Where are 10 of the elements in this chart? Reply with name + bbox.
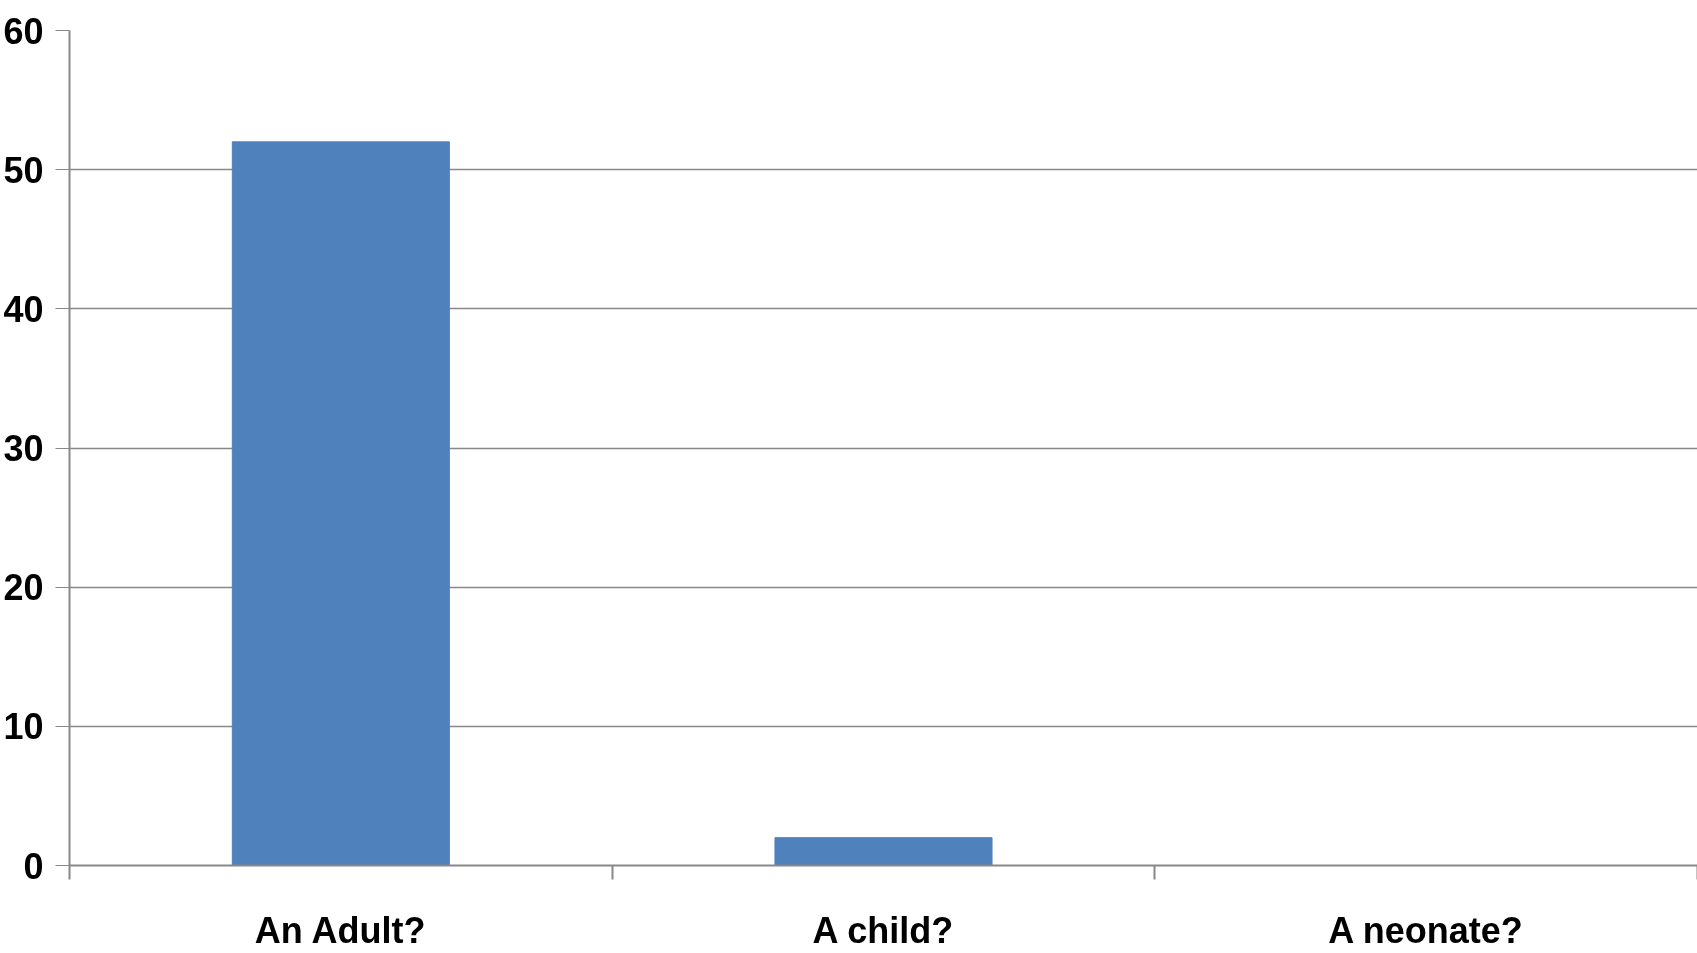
y-tick-label: 40 (3, 288, 44, 330)
x-tick-label: An Adult? (254, 909, 426, 951)
x-tick-label: A neonate? (1328, 909, 1523, 951)
y-tick-label: 0 (23, 845, 44, 887)
y-tick-label: 10 (3, 706, 44, 748)
y-tick-label: 60 (3, 10, 44, 52)
x-tick-label: A child? (812, 909, 954, 951)
y-tick-label: 30 (3, 428, 44, 469)
y-tick-label: 50 (3, 149, 44, 191)
y-tick-label: 20 (3, 567, 44, 609)
